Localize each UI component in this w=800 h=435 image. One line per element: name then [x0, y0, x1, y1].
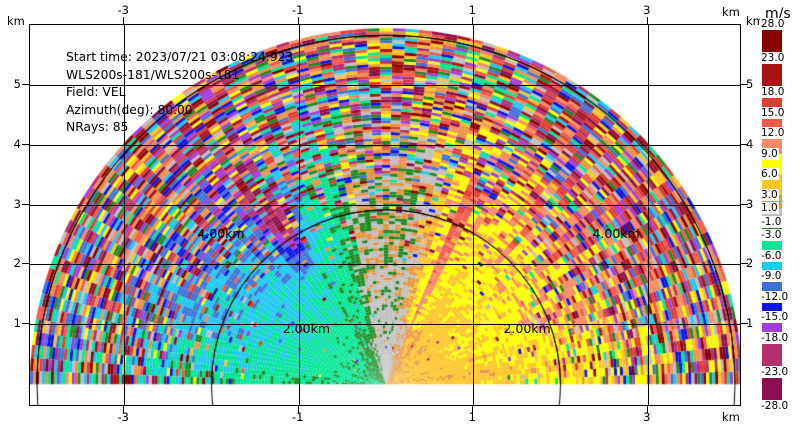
y-tick-left	[22, 203, 29, 205]
x-tick-top	[297, 17, 299, 24]
y-tick-label-right: 1	[746, 316, 754, 331]
colorbar-tick-label: 28.0	[760, 18, 786, 30]
unit-label-x-bottom: km	[722, 410, 740, 424]
gridline-horizontal	[30, 204, 740, 206]
colorbar-tick-label: 12.0	[760, 127, 786, 140]
y-tick-left	[22, 263, 29, 265]
y-tick-label-left: 1	[13, 316, 21, 331]
y-tick-left	[22, 323, 29, 325]
x-tick-label-top: 1	[468, 3, 476, 17]
colorbar-tick-label: 15.0	[760, 106, 786, 119]
gridline-vertical	[647, 25, 649, 405]
colorbar-tick-label: 6.0	[760, 168, 779, 181]
gridline-vertical	[124, 25, 126, 405]
radar-heatmap-canvas	[30, 25, 740, 405]
annotation-field: Field: VEL	[66, 85, 126, 100]
gridline-horizontal	[30, 144, 740, 146]
annotation-nrays: NRays: 85	[66, 120, 129, 135]
range-ring-label: 4.00km	[592, 225, 640, 241]
y-tick-label-left: 3	[13, 196, 21, 211]
y-tick-label-right: 4	[746, 136, 754, 151]
colorbar-tick-label: 3.0	[760, 188, 779, 201]
range-ring-label: 2.00km	[503, 321, 551, 337]
unit-label-top-left: km	[7, 14, 25, 28]
unit-label-top-right: km	[746, 14, 764, 28]
x-tick-bottom	[646, 406, 648, 413]
annotation-instrument: WLS200s-181/WLS200s-181	[66, 67, 240, 82]
x-tick-label-bottom: -1	[292, 410, 304, 424]
y-tick-right	[741, 143, 748, 145]
annotation-azimuth: Azimuth(deg): 80.00	[66, 102, 193, 117]
x-tick-bottom	[472, 406, 474, 413]
y-tick-label-left: 2	[13, 256, 21, 271]
annotation-start-time: Start time: 2023/07/21 03:08:24.923	[66, 50, 294, 64]
y-tick-left	[22, 83, 29, 85]
y-tick-right	[741, 83, 748, 85]
y-tick-label-right: 5	[746, 76, 754, 91]
x-tick-label-top: 3	[643, 3, 651, 17]
colorbar-tick-label: 9.0	[760, 147, 779, 160]
colorbar-tick-label: -23.0	[760, 365, 790, 378]
y-tick-right	[741, 203, 748, 205]
colorbar[interactable]: 28.0 23.0 18.0 15.0 12.0 9.0 6.0 3.0 1.0 -1.0 -3.0…	[760, 18, 790, 412]
x-tick-label-bottom: 1	[468, 410, 476, 424]
colorbar-tick-label: 1.0	[760, 202, 779, 215]
x-tick-label-top: -1	[292, 3, 304, 17]
colorbar-swatch	[762, 24, 782, 59]
colorbar-tick-label: -15.0	[760, 311, 790, 324]
colorbar-tick-label: -28.0	[760, 400, 790, 412]
colorbar-swatch	[762, 337, 782, 372]
range-ring-label: 4.00km	[197, 225, 245, 241]
gridline-horizontal	[30, 264, 740, 266]
colorbar-tick-label: -6.0	[760, 249, 783, 262]
colorbar-tick-label: -3.0	[760, 229, 783, 242]
colorbar-swatch	[762, 58, 782, 93]
x-tick-top	[472, 17, 474, 24]
radar-data-layer	[30, 25, 740, 405]
x-tick-label-bottom: -3	[117, 410, 129, 424]
radar-plot-frame: 2.00km 2.00km 4.00km 4.00km Start time: 202…	[29, 24, 741, 406]
unit-label-x-top: km	[722, 5, 740, 19]
x-tick-top	[123, 17, 125, 24]
gridline-vertical	[298, 25, 300, 405]
colorbar-tick-label: -12.0	[760, 290, 790, 303]
colorbar-tick-label: -1.0	[760, 215, 783, 228]
colorbar-swatch	[762, 371, 782, 406]
y-tick-right	[741, 323, 748, 325]
y-tick-label-right: 2	[746, 256, 754, 271]
x-tick-bottom	[297, 406, 299, 413]
y-tick-right	[741, 263, 748, 265]
x-tick-bottom	[123, 406, 125, 413]
y-tick-label-left: 5	[13, 76, 21, 91]
scan-annotations: Start time: 2023/07/21 03:08:24.923 WLS2…	[66, 49, 293, 137]
x-tick-label-top: -3	[117, 3, 129, 17]
gridline-vertical	[473, 25, 475, 405]
colorbar-tick-label: 18.0	[760, 86, 786, 99]
y-tick-label-left: 4	[13, 136, 21, 151]
x-tick-label-bottom: 3	[643, 410, 651, 424]
range-ring-label: 2.00km	[282, 321, 330, 337]
colorbar-tick-label: 23.0	[760, 52, 786, 65]
x-tick-top	[646, 17, 648, 24]
y-tick-label-right: 3	[746, 196, 754, 211]
gridline-horizontal	[30, 84, 740, 86]
colorbar-tick-label: -9.0	[760, 270, 783, 283]
colorbar-tick-label: -18.0	[760, 331, 790, 344]
gridline-horizontal	[30, 324, 740, 326]
y-tick-left	[22, 143, 29, 145]
